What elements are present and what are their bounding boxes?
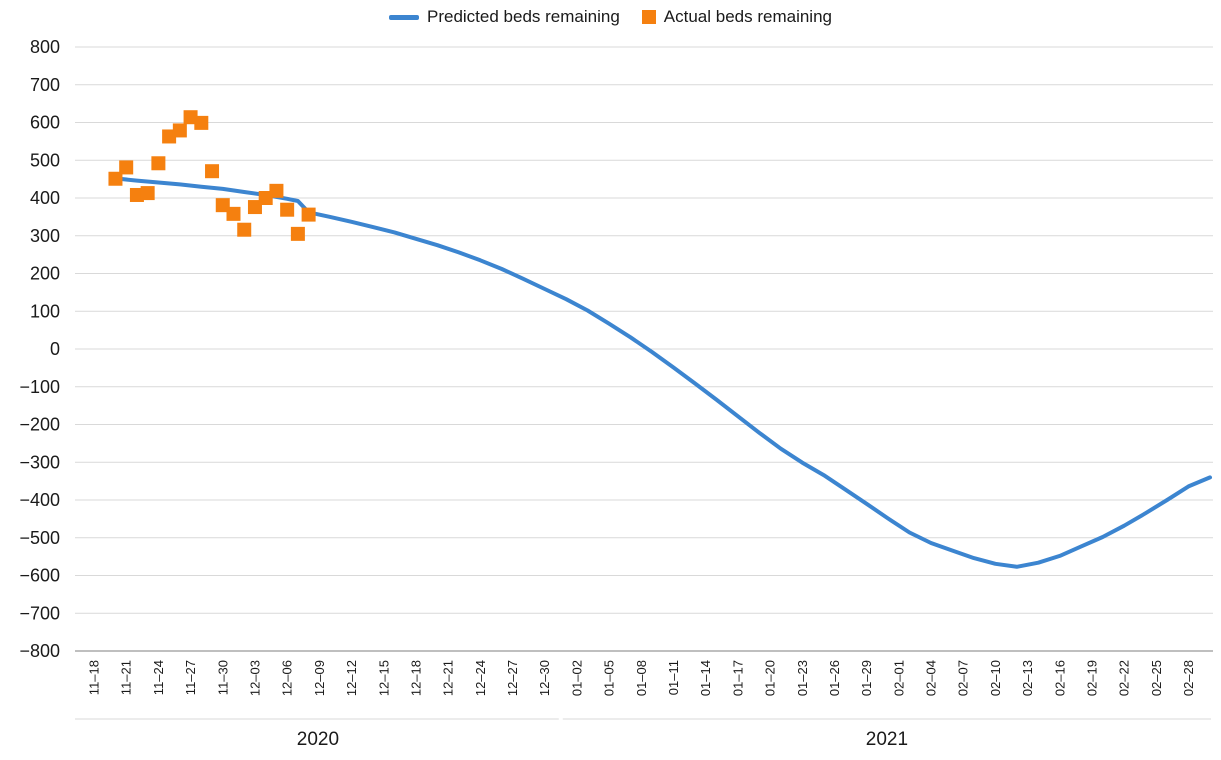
scatter-point-actual [226,206,241,221]
x-tick-label: 01–17 [730,660,745,696]
legend-label-predicted: Predicted beds remaining [427,7,620,26]
y-tick-label: 600 [30,113,60,133]
x-tick-label: 12–21 [441,660,456,696]
x-tick-label: 12–06 [280,660,295,696]
x-tick-label: 01–05 [602,660,617,696]
x-tick-label: 02–16 [1052,660,1067,696]
legend-item-actual[interactable]: Actual beds remaining [641,7,832,27]
x-tick-label: 02–28 [1181,660,1196,696]
scatter-point-actual [162,129,177,144]
x-tick-label: 12–30 [537,660,552,696]
x-tick-label: 02–13 [1020,660,1035,696]
x-tick-label: 02–07 [956,660,971,696]
x-tick-label: 11–21 [119,660,134,695]
scatter-point-actual [269,183,284,198]
y-tick-label: −500 [19,528,60,548]
y-tick-label: 500 [30,150,60,170]
year-group-label: 2021 [866,729,908,750]
x-tick-label: 02–01 [891,660,906,696]
y-tick-label: 0 [50,339,60,359]
y-tick-label: 400 [30,188,60,208]
x-tick-label: 01–02 [569,660,584,696]
x-tick-label: 01–29 [859,660,874,696]
x-tick-label: 02–04 [924,660,939,696]
x-tick-label: 12–27 [505,660,520,696]
y-tick-label: 300 [30,226,60,246]
x-tick-label: 12–12 [344,660,359,696]
x-tick-label: 12–15 [376,660,391,696]
y-tick-label: 800 [30,37,60,57]
series-line-predicted [113,176,1212,569]
scatter-point-actual [151,156,166,171]
x-tick-label: 11–30 [215,660,230,695]
x-tick-label: 02–19 [1085,660,1100,696]
y-tick-label: −100 [19,377,60,397]
scatter-point-actual [183,110,198,125]
y-tick-label: −600 [19,566,60,586]
x-tick-label: 12–24 [473,660,488,696]
legend-line-swatch [389,14,419,20]
scatter-point-actual [215,198,230,213]
scatter-point-actual [301,207,316,222]
scatter-point-actual [237,222,252,237]
y-tick-label: 200 [30,264,60,284]
scatter-point-actual [205,164,220,179]
y-tick-label: −300 [19,452,60,472]
y-tick-label: −400 [19,490,60,510]
scatter-point-actual [280,202,295,217]
scatter-point-actual [172,123,187,138]
scatter-point-actual [129,187,144,202]
scatter-point-actual [194,115,209,130]
scatter-point-actual [247,200,262,215]
x-tick-label: 11–24 [151,660,166,695]
legend-label-actual: Actual beds remaining [663,7,832,26]
x-tick-label: 02–25 [1149,660,1164,696]
x-tick-label: 01–23 [795,660,810,696]
scatter-point-actual [258,191,273,205]
x-tick-label: 11–27 [183,660,198,695]
legend-square-swatch [641,10,656,24]
x-tick-label: 01–26 [827,660,842,696]
scatter-point-actual [108,171,123,186]
x-tick-label: 12–09 [312,660,327,696]
y-tick-label: 700 [30,75,60,95]
x-tick-label: 12–03 [248,660,263,696]
year-group-label: 2020 [297,729,339,750]
y-tick-label: 100 [30,301,60,321]
x-tick-label: 01–20 [763,660,778,696]
x-tick-label: 01–08 [634,660,649,696]
y-tick-label: −800 [19,641,60,661]
x-tick-label: 12–18 [408,660,423,696]
y-tick-label: −200 [19,415,60,435]
scatter-point-actual [119,160,134,175]
x-tick-label: 11–18 [87,660,102,695]
x-tick-label: 02–10 [988,660,1003,696]
x-tick-label: 01–11 [666,660,681,695]
scatter-point-actual [290,226,305,241]
scatter-point-actual [140,186,155,201]
x-tick-label: 02–22 [1117,660,1132,696]
legend-item-predicted[interactable]: Predicted beds remaining [389,7,620,27]
legend: Predicted beds remaining Actual beds rem… [0,4,1221,30]
y-tick-label: −700 [19,603,60,623]
x-tick-label: 01–14 [698,660,713,696]
